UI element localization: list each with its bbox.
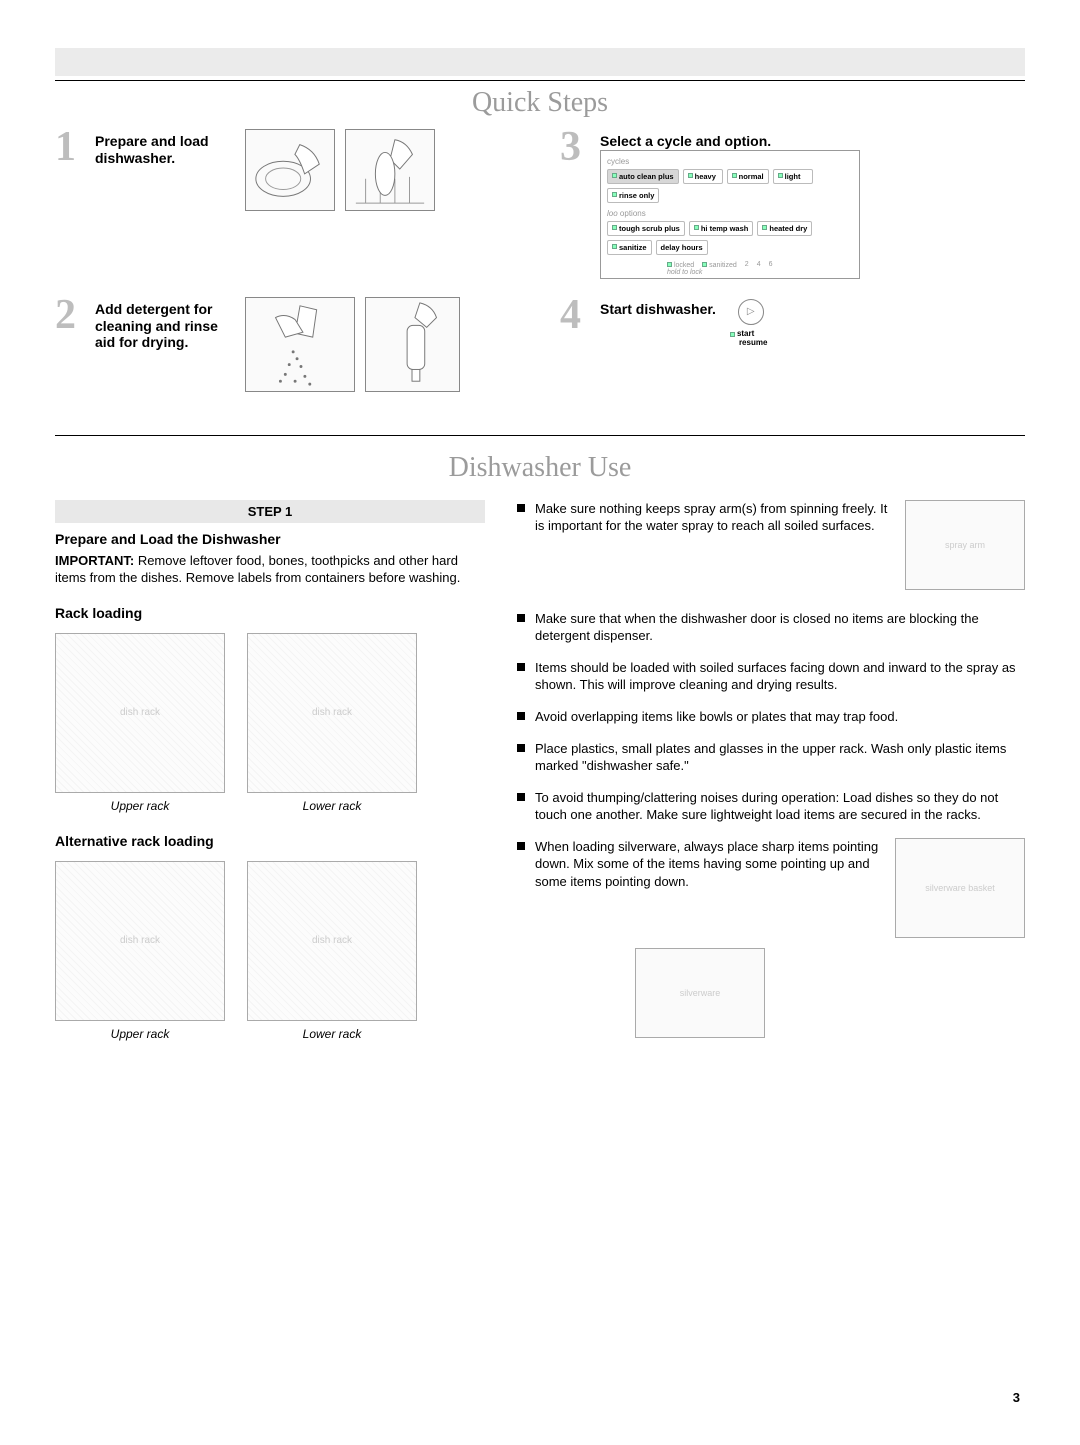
- cycle-heavy[interactable]: heavy: [683, 169, 723, 184]
- tip-thumping: To avoid thumping/clattering noises duri…: [513, 789, 1025, 824]
- rack-loading-heading: Rack loading: [55, 605, 485, 621]
- right-column: spray arm Make sure nothing keeps spray …: [513, 500, 1025, 1052]
- left-column: STEP 1 Prepare and Load the Dishwasher I…: [55, 500, 485, 1052]
- control-panel: cycles auto clean plus heavy normal ligh…: [600, 150, 860, 279]
- silverware-basket-illustration: silverware basket: [895, 838, 1025, 938]
- quick-step-1: 1 Prepare and load dishwasher.: [55, 129, 520, 279]
- tips-list: spray arm Make sure nothing keeps spray …: [513, 500, 1025, 1038]
- step-text: Start dishwasher.: [600, 297, 716, 318]
- cycle-light[interactable]: light: [773, 169, 813, 184]
- page-number: 3: [1013, 1390, 1020, 1405]
- lower-rack-caption: Lower rack: [247, 799, 417, 813]
- tip-detergent-dispenser: Make sure that when the dishwasher door …: [513, 610, 1025, 645]
- step-text: Add detergent for cleaning and rinse aid…: [95, 297, 235, 351]
- options-row: tough scrub plus hi temp wash heated dry…: [607, 221, 853, 255]
- start-control: start resume: [726, 297, 767, 347]
- alt-upper-rack-illustration: dish rack: [55, 861, 225, 1021]
- option-sanitize[interactable]: sanitize: [607, 240, 652, 255]
- upper-rack-figure: dish rack Upper rack: [55, 633, 225, 813]
- rack-loading-figures: dish rack Upper rack dish rack Lower rac…: [55, 633, 485, 813]
- cycle-rinse-only[interactable]: rinse only: [607, 188, 659, 203]
- illustration-detergent: [245, 297, 355, 392]
- cycle-normal[interactable]: normal: [727, 169, 769, 184]
- dishwasher-use-columns: STEP 1 Prepare and Load the Dishwasher I…: [55, 500, 1025, 1052]
- tip-soiled-down: Items should be loaded with soiled surfa…: [513, 659, 1025, 694]
- section-title-dishwasher-use: Dishwasher Use: [55, 446, 1025, 494]
- step-number: 4: [560, 297, 590, 335]
- cycles-row: auto clean plus heavy normal light rinse…: [607, 169, 853, 203]
- lower-rack-illustration: dish rack: [247, 633, 417, 793]
- important-note: IMPORTANT: Remove leftover food, bones, …: [55, 553, 485, 587]
- panel-mini-labels: locked sanitized 2 4 6: [667, 261, 853, 269]
- illustration-load-glass: [345, 129, 435, 211]
- illustration-rinse-aid: [365, 297, 460, 392]
- step-number: 2: [55, 297, 85, 335]
- tip-spray-arm: spray arm Make sure nothing keeps spray …: [513, 500, 1025, 596]
- alt-upper-rack-caption: Upper rack: [55, 1027, 225, 1041]
- option-delay-hours[interactable]: delay hours: [656, 240, 708, 255]
- header-gray-bar: [55, 48, 1025, 76]
- start-label: start resume: [730, 329, 767, 347]
- panel-hold-label: hold to lock: [667, 269, 853, 276]
- step-number: 1: [55, 129, 85, 167]
- cycles-label: cycles: [607, 157, 853, 166]
- section-title-quick-steps: Quick Steps: [55, 80, 1025, 129]
- step-number: 3: [560, 129, 590, 167]
- silverware-illustrations: silverware: [535, 948, 1025, 1038]
- options-label: loo options: [607, 209, 853, 218]
- step-text: Prepare and load dishwasher.: [95, 129, 235, 167]
- quick-step-4: 4 Start dishwasher. start resume: [560, 297, 1025, 417]
- step-1-bar: STEP 1: [55, 500, 485, 523]
- lower-rack-figure: dish rack Lower rack: [247, 633, 417, 813]
- alt-upper-rack-figure: dish rack Upper rack: [55, 861, 225, 1041]
- page-content: Quick Steps 1 Prepare and load dishwashe…: [0, 80, 1080, 1052]
- option-hi-temp[interactable]: hi temp wash: [689, 221, 754, 236]
- upper-rack-illustration: dish rack: [55, 633, 225, 793]
- option-tough-scrub[interactable]: tough scrub plus: [607, 221, 685, 236]
- tip-silverware: silverware basket When loading silverwar…: [513, 838, 1025, 1038]
- step-1-heading: Prepare and Load the Dishwasher: [55, 531, 485, 547]
- spray-arm-illustration: spray arm: [905, 500, 1025, 590]
- quick-steps-grid: 1 Prepare and load dishwasher. 3 Select …: [55, 129, 1025, 436]
- alt-lower-rack-caption: Lower rack: [247, 1027, 417, 1041]
- option-heated-dry[interactable]: heated dry: [757, 221, 812, 236]
- alt-rack-loading-figures: dish rack Upper rack dish rack Lower rac…: [55, 861, 485, 1041]
- alt-lower-rack-figure: dish rack Lower rack: [247, 861, 417, 1041]
- step-text: Select a cycle and option.: [600, 129, 1025, 150]
- start-button[interactable]: [738, 299, 764, 325]
- cycle-auto-clean-plus[interactable]: auto clean plus: [607, 169, 679, 184]
- alt-rack-loading-heading: Alternative rack loading: [55, 833, 485, 849]
- alt-lower-rack-illustration: dish rack: [247, 861, 417, 1021]
- spoons-illustration: silverware: [635, 948, 765, 1038]
- quick-step-3: 3 Select a cycle and option. cycles auto…: [560, 129, 1025, 279]
- illustration-scrape-plate: [245, 129, 335, 211]
- tip-overlap: Avoid overlapping items like bowls or pl…: [513, 708, 1025, 726]
- quick-step-2: 2 Add detergent for cleaning and rinse a…: [55, 297, 520, 417]
- upper-rack-caption: Upper rack: [55, 799, 225, 813]
- tip-plastics: Place plastics, small plates and glasses…: [513, 740, 1025, 775]
